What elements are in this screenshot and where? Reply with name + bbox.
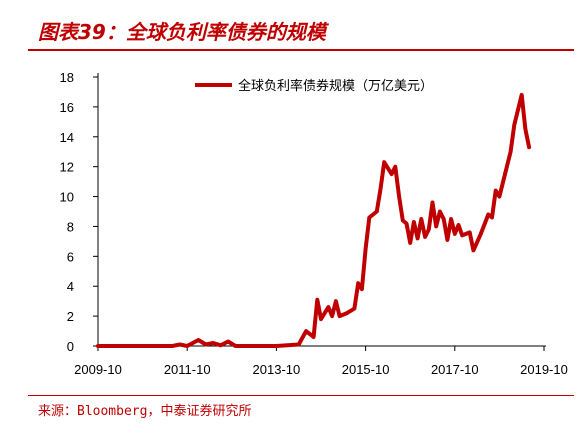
y-tick-label: 4 xyxy=(67,279,74,294)
title-divider xyxy=(28,49,574,51)
y-tick-label: 10 xyxy=(60,190,74,205)
x-tick-label: 2011-10 xyxy=(164,362,211,377)
figure-title: 图表39：全球负利率债券的规模 xyxy=(38,20,326,44)
y-tick-label: 0 xyxy=(67,339,74,354)
y-tick-label: 8 xyxy=(67,219,74,234)
x-tick-label: 2017-10 xyxy=(431,362,479,377)
y-tick-label: 12 xyxy=(60,160,74,175)
x-tick-label: 2013-10 xyxy=(253,362,301,377)
x-tick-label: 2019-10 xyxy=(520,362,568,377)
x-tick-label: 2009-10 xyxy=(74,362,122,377)
y-tick-label: 16 xyxy=(60,100,74,115)
y-tick-label: 14 xyxy=(60,130,74,145)
legend-label: 全球负利率债券规模（万亿美元） xyxy=(238,78,433,94)
series-line xyxy=(96,92,532,348)
x-tick-label: 2015-10 xyxy=(342,362,390,377)
y-tick-label: 18 xyxy=(60,70,74,85)
source-note: 来源：Bloomberg，中泰证券研究所 xyxy=(38,404,252,419)
y-tick-label: 2 xyxy=(67,309,74,324)
footer-divider xyxy=(28,395,574,396)
y-tick-label: 6 xyxy=(67,249,74,264)
